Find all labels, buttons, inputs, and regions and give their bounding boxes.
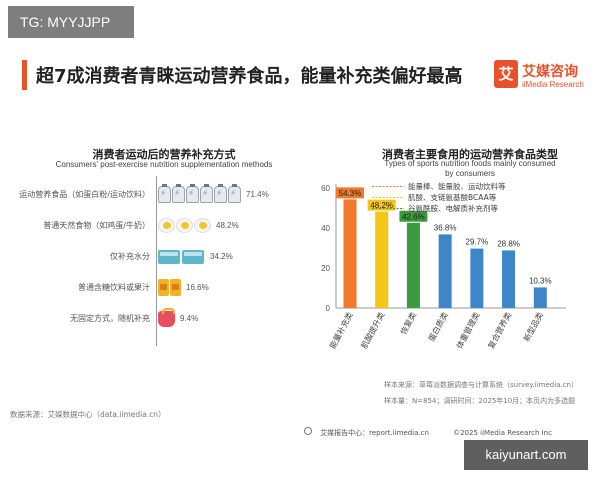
left-chart-value-label: 71.4% [246,190,269,199]
right-chart-category-label: 体重管理类 [454,310,482,350]
left-chart-bar [158,184,242,204]
right-chart-value-label: 54.3% [339,189,362,198]
left-chart-category-label: 运动营养食品（如蛋白粉/运动饮料） [19,190,150,199]
right-chart-value-label: 42.6% [402,212,425,221]
right-chart-value-label: 29.7% [466,238,489,247]
right-chart-title: 消费者主要食用的运动营养食品类型 [382,148,558,161]
right-chart-bar [343,199,357,308]
left-chart-row: 仅补充水分 34.2% [0,244,320,270]
right-chart-category-label: 肌酸提升类 [359,310,387,350]
left-chart-axis [156,176,157,346]
right-chart-annotation: 能量棒、能量胶、运动饮料等 [408,181,506,191]
right-chart-subtitle-line1: Types of sports nutrition foods mainly c… [384,159,556,168]
report-center-icon [304,426,312,435]
logo-mark-icon: 艾 [494,60,518,88]
right-chart-y-tick-label: 20 [321,264,330,273]
right-chart-subtitle: Types of sports nutrition foods mainly c… [340,159,600,179]
right-chart-annotation: 肌酸、支链氨基酸BCAA等 [408,192,497,202]
left-chart-value-label: 48.2% [216,221,239,230]
right-chart-value-label: 10.3% [529,276,552,285]
right-chart-value-label-bg [399,210,428,222]
right-chart-category-label: 能量补充类 [327,310,355,350]
egg-icon [158,218,175,233]
left-chart: 运动营养食品（如蛋白粉/运动饮料） 71.4% 普通天然食物（如鸡蛋/牛奶） 48.2… [0,176,320,346]
left-chart-category-label: 仅补充水分 [110,252,150,261]
can-icon [158,279,169,296]
left-chart-category-label: 普通含糖饮料或果汁 [78,283,150,292]
left-chart-value-label: 16.6% [186,283,209,292]
egg-icon [194,218,211,233]
left-chart-bar [158,217,212,235]
bottle-icon [172,184,185,203]
egg-icon [176,218,193,233]
iimedia-logo: 艾 艾媒咨询 iiMedia Research [494,60,594,96]
left-chart-title: 消费者运动后的营养补充方式 [92,148,236,161]
right-chart-category-label: 恢复类 [398,310,418,336]
bottle-icon [214,184,227,203]
footer-sample-size: 样本量：N=854；调研时间：2025年10月；本页内为多选题 [384,397,576,405]
left-chart-bar [158,279,182,297]
bottle-icon [228,184,241,203]
left-chart-category-label: 普通天然食物（如鸡蛋/牛奶） [43,221,150,230]
snack-bag-icon [158,308,175,327]
logo-cn-text: 艾媒咨询 [522,64,578,80]
right-chart-bar [502,250,516,308]
left-chart-category-label: 无固定方式，随机补充 [70,314,150,323]
bottle-icon [186,184,199,203]
right-chart-value-label: 28.8% [497,239,520,248]
footer-data-source: 数据来源：艾媒数据中心（data.iimedia.cn） [10,410,166,419]
right-chart-category-label: 蛋白质类 [426,310,450,343]
logo-en-text: iiMedia Research [522,80,584,89]
right-chart-category-label: 新型品类 [521,310,545,343]
right-chart-value-label-bg [336,187,364,199]
right-chart-value-label-bg [367,199,396,211]
right-chart-y-tick-label: 0 [326,304,331,313]
tg-badge: TG: MYYJJPP [8,6,134,38]
left-chart-bar [158,248,206,266]
left-chart-row: 无固定方式，随机补充 9.4% [0,306,320,332]
right-chart-category-label: 复合营养类 [486,310,514,350]
left-chart-row: 普通天然食物（如鸡蛋/牛奶） 48.2% [0,213,320,239]
right-chart-value-label: 36.8% [434,223,457,232]
left-chart-row: 普通含糖饮料或果汁 16.6% [0,275,320,301]
footer-copyright: ©2025 iiMedia Research Inc [453,429,552,437]
left-chart-value-label: 34.2% [210,252,233,261]
left-chart-row: 运动营养食品（如蛋白粉/运动饮料） 71.4% [0,182,320,208]
right-chart-subtitle-line2: by consumers [445,169,495,178]
footer-report-link[interactable]: 艾媒报告中心：report.iimedia.cn [320,429,429,437]
bottle-icon [158,184,171,203]
right-chart-bar [533,287,547,308]
right-chart-y-tick-label: 40 [321,224,330,233]
can-icon [170,279,181,296]
left-chart-subtitle: Consumers' post-exercise nutrition suppl… [55,160,273,169]
right-chart-bar [438,234,452,308]
right-chart-bar [375,211,389,308]
title-accent-bar [22,60,27,90]
right-chart-annotation: 谷氨酰胺、电解质补充剂等 [408,203,498,213]
right-chart-bar [470,248,484,308]
footer-sample-source: 样本来源：草莓派数据调查与计算系统（survey.iimedia.cn） [384,381,578,389]
page-title: 超7成消费者青睐运动营养食品，能量补充类偏好最高 [36,66,463,87]
left-chart-value-label: 9.4% [180,314,199,323]
right-chart-y-tick-label: 60 [321,184,330,193]
footer-bar: 艾媒报告中心：report.iimedia.cn ©2025 iiMedia R… [304,420,600,437]
right-chart-bar [406,222,420,308]
water-icon [158,250,180,264]
bottle-icon [200,184,213,203]
left-chart-bar [158,308,176,328]
right-chart-value-label: 48.2% [370,201,393,210]
watermark: kaiyunart.com [464,440,588,470]
water-icon [182,250,204,264]
